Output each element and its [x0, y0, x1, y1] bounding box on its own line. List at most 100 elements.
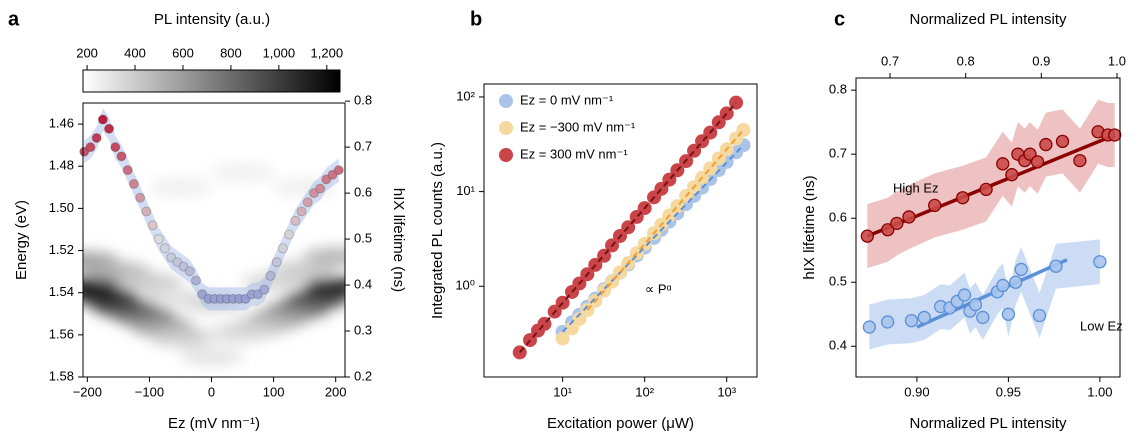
data-point [1030, 155, 1045, 169]
lifetime-point [265, 270, 276, 281]
data-point [1032, 308, 1047, 323]
plot-frame [483, 83, 758, 378]
x-tick-label: 0.90 [904, 384, 929, 399]
heatmap-cell [241, 273, 306, 292]
lifetime-point [197, 289, 208, 300]
axis-label: hIX lifetime (ns) [801, 175, 818, 279]
heatmap-cell [148, 327, 213, 346]
x-tick-label: 0.7 [881, 53, 899, 68]
lifetime-point [153, 234, 164, 245]
data-point [957, 288, 972, 302]
data-point [996, 278, 1010, 293]
y-tick-label: 1.50 [49, 200, 74, 215]
lifetime-point [290, 215, 301, 226]
x-tick-label: −200 [73, 384, 102, 399]
data-point [996, 157, 1010, 171]
x-tick-label: 200 [76, 45, 98, 60]
legend-label: Ez = 0 mV nm⁻¹ [520, 92, 614, 107]
axis-label: Energy (eV) [13, 200, 30, 280]
heatmap-cell [148, 178, 213, 197]
lifetime-point [116, 151, 127, 162]
lifetime-point [91, 132, 102, 143]
data-point [1001, 307, 1016, 321]
lifetime-point [122, 165, 133, 176]
lifetime-point [159, 243, 170, 254]
x-tick-label: 10² [635, 384, 654, 399]
axis-label: PL intensity (a.u.) [154, 11, 270, 28]
annotation: ∝ Pᵅ [645, 281, 672, 296]
lifetime-point [296, 206, 307, 217]
plot-frame [855, 77, 1121, 378]
lifetime-point [253, 289, 264, 300]
data-point [1049, 259, 1063, 273]
legend-marker [499, 121, 513, 135]
x-tick-label: 1,000 [263, 45, 296, 60]
x-tick-label: 1.0 [1108, 53, 1126, 68]
series-label: Low Ez [1080, 318, 1123, 333]
axis-label: Normalized PL intensity [909, 415, 1067, 432]
panel-letter: c [834, 8, 845, 30]
lifetime-point [141, 206, 152, 217]
heatmap-cell [210, 323, 275, 342]
lifetime-point [85, 142, 96, 153]
data-point [928, 198, 942, 213]
axis-label: Integrated PL counts (a.u.) [429, 142, 446, 319]
lifetime-point [327, 169, 338, 180]
y-tick-label: 0.6 [829, 210, 847, 225]
lifetime-point [271, 257, 282, 268]
data-point [1014, 262, 1028, 277]
lifetime-point [308, 188, 319, 199]
lifetime-point [104, 123, 115, 134]
y-tick-label: 0.5 [829, 274, 847, 289]
data-point [862, 320, 877, 334]
heatmap-cell [179, 346, 244, 365]
lifetime-point [97, 114, 108, 125]
y-tick-label: 1.48 [49, 158, 74, 173]
y-tick-label: 10⁰ [455, 278, 475, 293]
lifetime-point [315, 183, 326, 194]
y-tick-label: 1.56 [49, 326, 74, 341]
heatmap-cell [272, 260, 337, 279]
x-tick-label: 10³ [717, 384, 736, 399]
axis-label: Ez (mV nm⁻¹) [168, 415, 260, 432]
y-tick-label: 0.5 [354, 231, 372, 246]
y-tick-label: 0.7 [829, 146, 847, 161]
error-band [869, 239, 1100, 350]
data-point [860, 229, 874, 243]
lifetime-point [184, 266, 195, 277]
y-tick-label: 0.4 [354, 276, 372, 291]
x-tick-label: 0.95 [996, 384, 1021, 399]
y-tick-label: 1.52 [49, 242, 74, 257]
data-point [881, 315, 895, 329]
heatmap-blobs [83, 163, 345, 365]
legend-label: Ez = 300 mV nm⁻¹ [520, 146, 628, 161]
heatmap-cell [210, 163, 275, 182]
lifetime-point [277, 243, 288, 254]
lifetime-point [135, 192, 146, 203]
legend-label: Ez = −300 mV nm⁻¹ [520, 119, 636, 134]
lifetime-point [284, 229, 295, 240]
lifetime-point [178, 261, 189, 272]
lifetime-point [79, 146, 90, 157]
lifetime-point [166, 252, 177, 263]
x-tick-label: 800 [220, 45, 242, 60]
colorbar [82, 69, 341, 93]
y-tick-label: 10² [456, 88, 475, 103]
data-point [572, 312, 587, 327]
lifetime-point [302, 197, 313, 208]
data-point [917, 310, 931, 325]
data-point [956, 191, 970, 205]
data-point [1039, 137, 1053, 152]
x-tick-label: 0.8 [957, 53, 975, 68]
y-tick-label: 1.46 [49, 116, 74, 131]
x-tick-label: 600 [172, 45, 194, 60]
data-point [890, 216, 904, 230]
x-tick-label: −100 [135, 384, 164, 399]
axis-label: Excitation power (μW) [547, 415, 694, 432]
lifetime-point [240, 293, 251, 304]
x-tick-label: 10¹ [553, 384, 572, 399]
data-point [902, 210, 916, 224]
data-point [555, 331, 570, 346]
data-point [1108, 128, 1122, 142]
